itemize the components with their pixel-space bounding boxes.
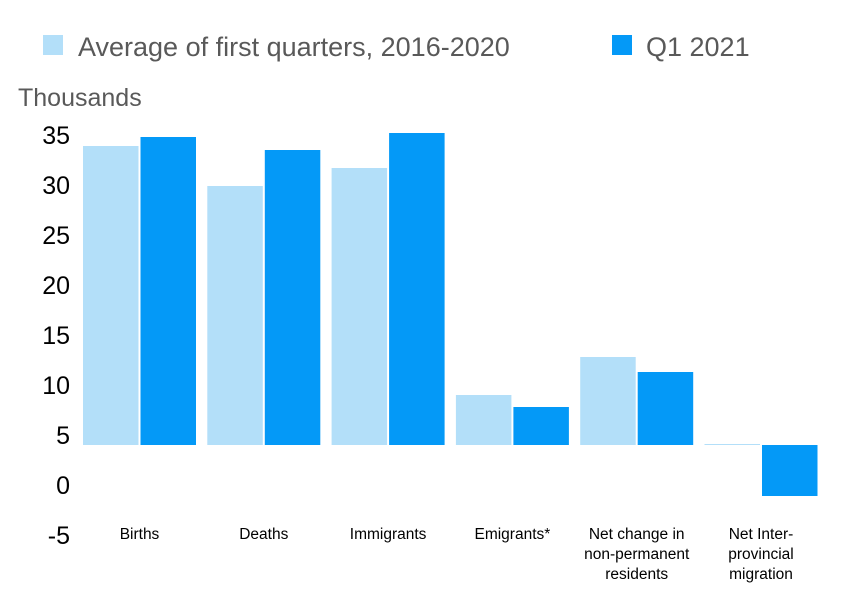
bar-q1-2021 (762, 445, 818, 496)
legend-swatch-average (43, 35, 63, 55)
x-tick-label: Emigrants* (474, 526, 550, 543)
bar-average (331, 168, 388, 445)
bar-q1-2021 (637, 372, 694, 445)
x-tick-label: Net Inter-provincial migration (728, 526, 793, 583)
legend: Average of first quarters, 2016-2020 Q1 … (43, 32, 750, 62)
bar-average (580, 357, 636, 445)
x-tick-label: Births (120, 526, 160, 543)
bar-q1-2021 (140, 137, 196, 445)
x-tick-label: Net change in non-permanent residents (584, 526, 690, 583)
bar-average (704, 444, 760, 445)
y-tick-label: 0 (56, 472, 70, 500)
y-tick-label: 20 (42, 272, 70, 300)
y-tick-label: 30 (42, 172, 70, 200)
legend-swatch-q1-2021 (612, 35, 632, 55)
bar-q1-2021 (264, 150, 321, 445)
y-tick-label: 35 (42, 122, 70, 150)
bar-q1-2021 (389, 133, 445, 445)
y-axis-title: Thousands (18, 84, 142, 112)
bar-average (455, 395, 512, 445)
x-tick-label: Deaths (239, 526, 288, 543)
y-tick-label: 15 (42, 322, 70, 350)
bar-average (83, 146, 139, 445)
bars (83, 133, 818, 496)
bar-average (207, 186, 263, 445)
y-axis-ticks: 35 30 25 20 15 10 5 0 -5 (42, 122, 70, 550)
y-tick-label: 5 (56, 422, 70, 450)
y-tick-label: 25 (42, 222, 70, 250)
legend-label-average: Average of first quarters, 2016-2020 (78, 32, 510, 62)
bar-q1-2021 (513, 407, 569, 445)
y-tick-label: 10 (42, 372, 70, 400)
x-axis-ticks: Births Deaths Immigrants Emigrants* Net chan… (120, 526, 794, 583)
legend-label-q1-2021: Q1 2021 (646, 32, 750, 62)
x-tick-label: Immigrants (350, 526, 427, 543)
y-tick-label: -5 (48, 522, 70, 550)
